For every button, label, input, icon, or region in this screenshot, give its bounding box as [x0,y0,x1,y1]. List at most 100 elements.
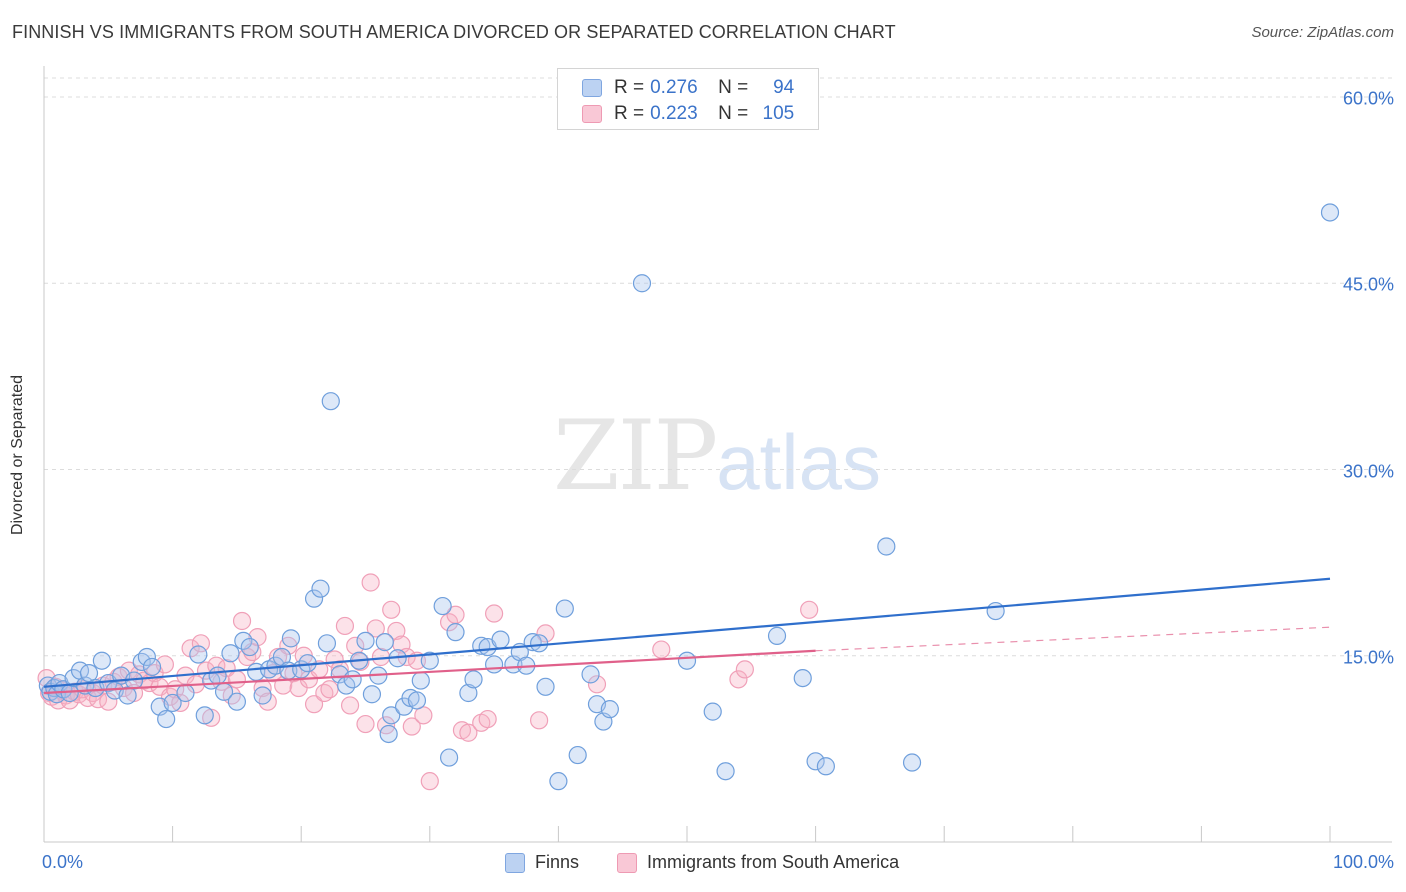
immigrants-point [196,661,216,680]
finns-point [806,752,825,771]
immigrants-point [340,696,360,715]
immigrants-point [248,628,267,647]
immigrants-swatch [617,852,637,873]
immigrants-point [361,573,380,592]
r-label: R = [614,103,645,124]
immigrants-point [478,709,497,729]
immigrants-point [320,680,339,699]
finns-point [208,666,227,685]
legend-item-finns[interactable]: Finns [505,852,579,873]
immigrants-point [99,692,118,711]
finns-point [382,706,401,725]
immigrants-point [171,693,190,713]
immigrants-point [800,600,819,619]
finns-point [311,579,330,598]
immigrants-point [530,711,549,730]
finns-point [1320,203,1340,222]
r-value: 0.223 [650,103,698,124]
watermark-zip: ZIP [553,400,718,512]
legend-row-immigrants: R = 0.223 N = 105 [582,102,794,126]
finns-point [439,748,459,767]
immigrants-point [382,600,401,619]
y-tick-label: 60.0% [1342,88,1394,109]
immigrants-point [304,695,324,714]
finns-point [253,686,272,705]
finns-point [411,671,430,690]
finns-point [92,651,111,670]
finns-point [549,772,568,791]
correlation-legend: R = 0.276 N = 94 R = 0.223 N = 105 [557,68,819,130]
immigrants-point [191,634,210,653]
finns-point [189,645,208,664]
finns-point [677,651,697,670]
finns-point [581,665,600,684]
legend-item-immigrants[interactable]: Immigrants from South America [617,852,899,873]
immigrants-point [729,670,748,689]
immigrants-point [652,640,671,659]
finns-points [38,203,1340,791]
immigrants-trend-extension [815,626,1331,652]
finns-point [221,644,240,663]
immigrants-point [356,714,375,734]
legend-label-immigrants: Immigrants from South America [647,852,900,872]
finns-point [379,724,398,744]
immigrants-point [253,678,272,698]
immigrants-trend-line [43,649,816,695]
finns-point [163,693,182,713]
series-legend: Finns Immigrants from South America [0,852,1406,876]
finns-point [227,692,246,711]
finns-point [281,629,301,648]
immigrants-point [346,636,365,655]
finns-point [304,589,324,608]
finns-point [137,647,156,667]
finns-point [464,670,483,689]
finns-point [459,683,478,703]
finns-trend-line [43,577,1331,688]
finns-point [716,762,735,781]
n-label: N = [718,103,749,124]
n-label: N = [718,77,749,98]
trend-lines [43,577,1331,695]
immigrants-point [735,660,754,679]
immigrants-point [232,611,252,631]
legend-label-finns: Finns [535,852,580,872]
r-value: 0.276 [650,77,698,98]
finns-swatch [582,79,602,97]
finns-point [902,753,922,772]
finns-point [816,757,835,776]
immigrants-point [587,675,607,694]
finns-point [433,596,452,616]
finns-point [343,670,362,689]
finns-point [767,626,787,645]
finns-point [568,745,587,765]
x-tick-max: 100.0% [1332,852,1394,872]
immigrants-point [485,604,504,623]
finns-point [555,599,574,618]
immigrants-point [366,619,385,638]
finns-point [321,392,340,411]
finns-point [491,630,510,649]
legend-row-finns: R = 0.276 N = 94 [582,76,794,100]
finns-point [877,537,896,556]
finns-point [176,683,195,703]
finns-point [375,632,394,652]
finns-point [793,668,812,688]
finns-point [362,685,382,704]
immigrants-point [279,636,298,655]
finns-point [407,691,427,710]
y-tick-label: 45.0% [1342,274,1394,295]
y-tick-label: 30.0% [1342,461,1394,481]
immigrants-point [420,772,439,791]
finns-point [986,601,1005,621]
n-value: 105 [762,103,795,124]
source-credit: Source: ZipAtlas.com [1251,24,1394,41]
finns-point [420,651,439,670]
finns-point [132,652,151,672]
axes [43,66,1392,843]
watermark-atlas: atlas [716,418,881,506]
r-label: R = [614,77,645,98]
finns-point [536,677,555,696]
immigrants-point [227,670,246,689]
finns-point [157,709,176,729]
grid-lines [44,77,1392,657]
